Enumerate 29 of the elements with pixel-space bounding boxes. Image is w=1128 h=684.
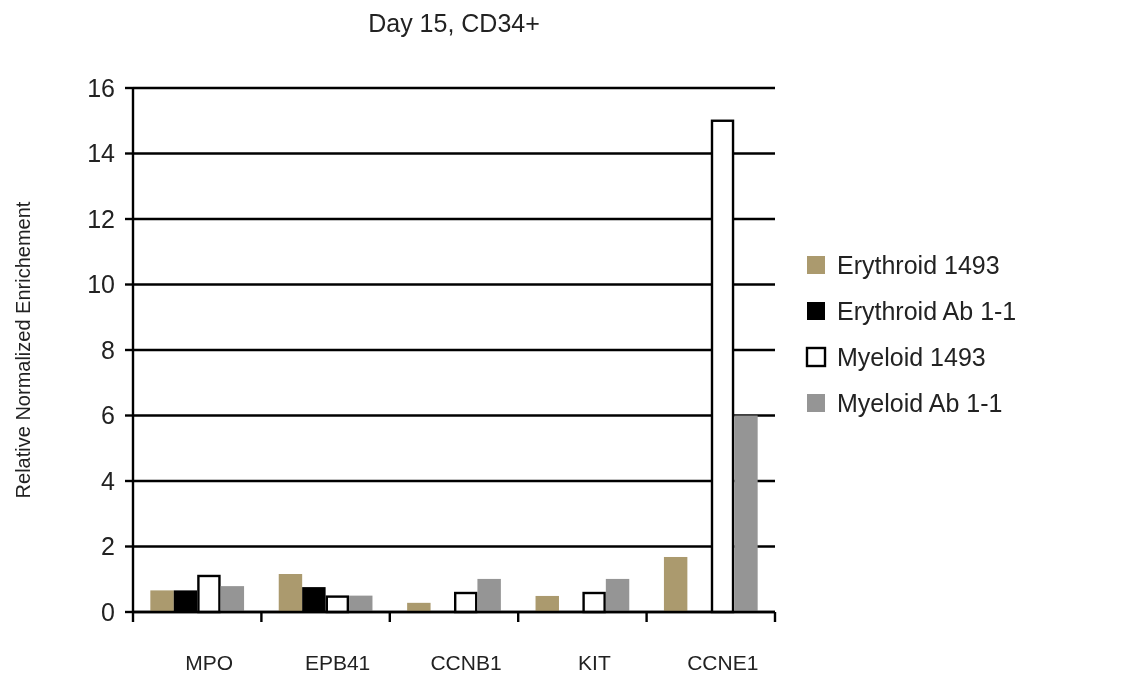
y-tick-label: 2 — [101, 532, 115, 561]
bar — [734, 415, 758, 612]
bar — [663, 556, 688, 612]
bar — [535, 595, 559, 612]
x-tick-label: KIT — [578, 651, 611, 674]
chart-title: Day 15, CD34+ — [368, 9, 540, 37]
y-tick-label: 6 — [101, 401, 115, 430]
y-tick-label: 8 — [101, 335, 115, 364]
y-tick-label: 10 — [87, 270, 115, 299]
y-tick-label: 0 — [101, 597, 115, 626]
y-axis-title: Relative Normalized Enrichement — [12, 201, 34, 499]
legend-label: Myeloid 1493 — [837, 342, 986, 371]
x-tick-label: CCNE1 — [687, 651, 759, 674]
legend-label: Erythroid Ab 1-1 — [837, 296, 1017, 325]
x-tick-label: EPB41 — [304, 651, 371, 674]
y-tick-label: 14 — [87, 139, 116, 168]
bar — [605, 578, 630, 612]
x-tick-label: CCNB1 — [430, 651, 502, 674]
y-tick-label: 4 — [101, 466, 116, 495]
legend-label: Erythroid 1493 — [837, 250, 1000, 279]
bar — [477, 578, 501, 612]
bar — [349, 595, 373, 612]
x-tick-label: MPO — [185, 651, 234, 674]
bar — [278, 574, 303, 612]
y-tick-label: 16 — [87, 73, 115, 102]
y-tick-label: 12 — [87, 204, 115, 233]
bar — [220, 586, 245, 612]
bar — [150, 590, 174, 612]
legend-label: Myeloid Ab 1-1 — [837, 388, 1003, 417]
